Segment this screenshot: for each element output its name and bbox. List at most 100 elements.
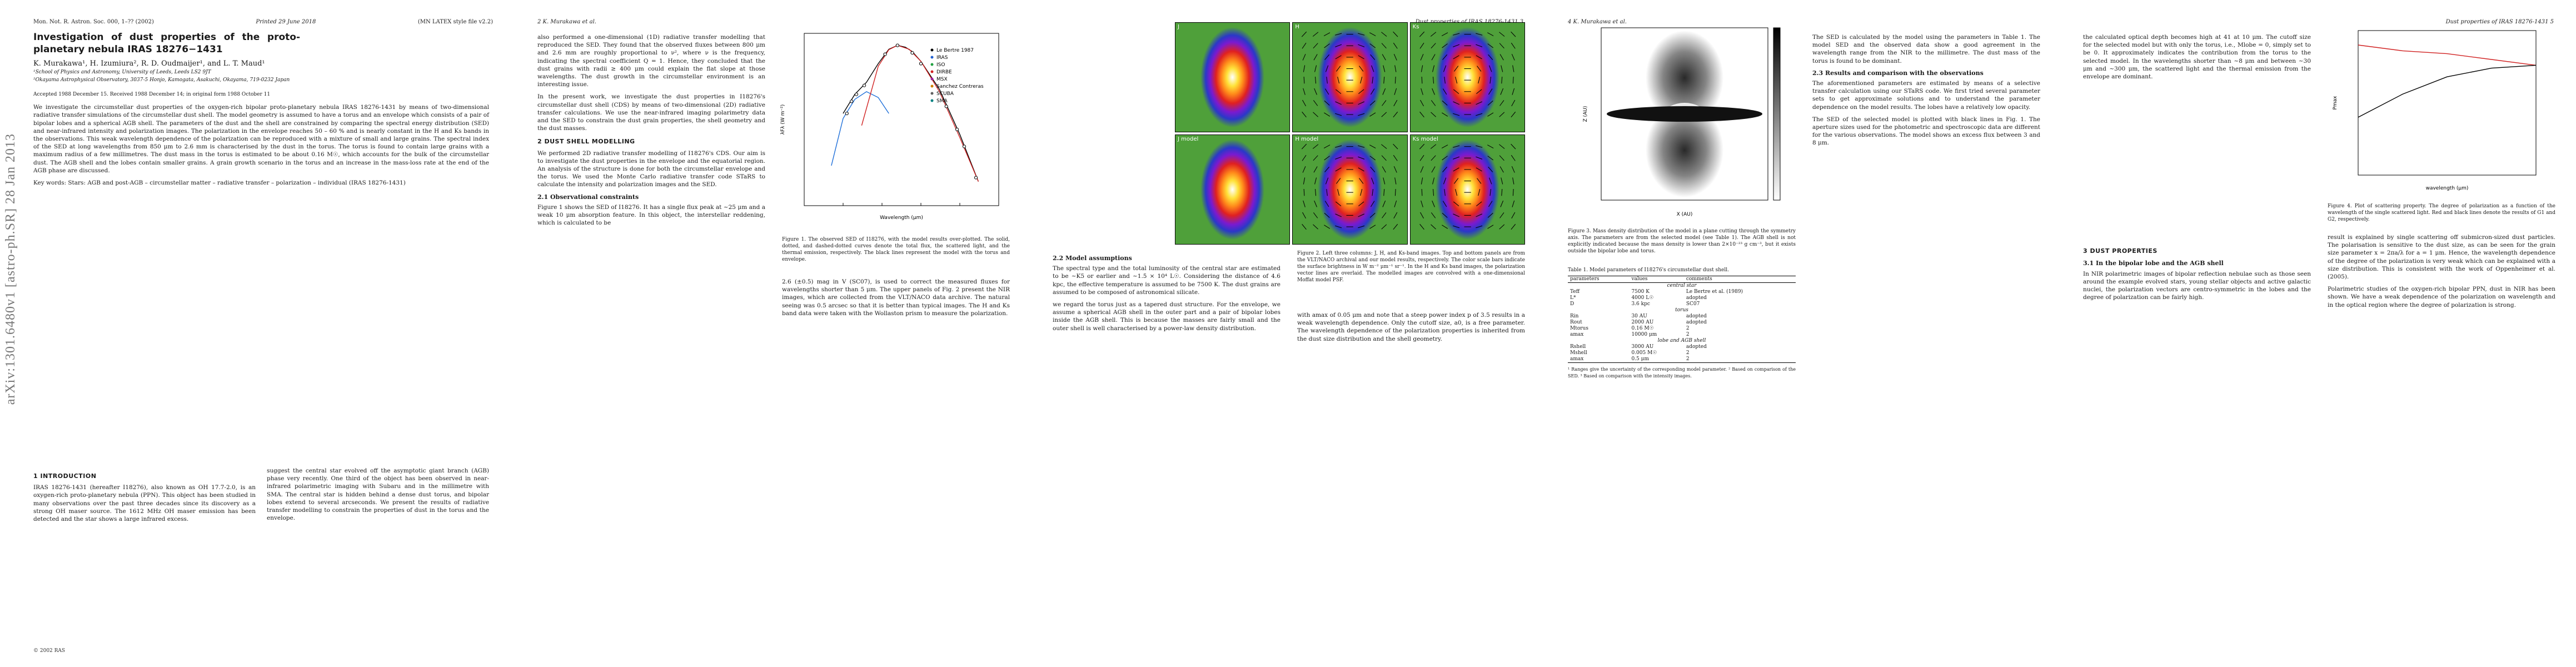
vector-segment (1371, 201, 1375, 207)
vector-segment (1382, 212, 1387, 218)
page-1-header: Mon. Not. R. Astron. Soc. 000, 1–?? (200… (33, 19, 493, 25)
figure-4-caption: Figure 4. Plot of scattering property. T… (2328, 203, 2555, 222)
vector-segment (1512, 88, 1514, 95)
vector-segment (1475, 113, 1482, 116)
vector-segment (1382, 100, 1387, 106)
vector-segment (1453, 66, 1458, 72)
vector-segment (1453, 89, 1459, 94)
vector-segment (1487, 166, 1493, 172)
legend-label: IRAS (936, 55, 948, 61)
vector-segment (1302, 143, 1307, 150)
vector-segment (1499, 166, 1504, 173)
table-cell: adopted (1686, 295, 1707, 301)
vector-segment (1476, 66, 1481, 72)
subsection-heading: 2.3 Results and comparison with the obse… (1812, 69, 1984, 77)
figure-3-density-map: X (AU) Z (AU) (1579, 22, 1796, 222)
table-row: lobe and AGB shell (1568, 338, 1796, 344)
series-line-scattered (831, 91, 889, 166)
observed-point (845, 112, 849, 116)
polarization-vectors (1419, 31, 1516, 118)
vector-segment (1430, 32, 1436, 37)
vector-segment (1431, 200, 1435, 207)
vector-segment (1500, 200, 1503, 207)
table-cell: 4000 L☉ (1631, 295, 1654, 301)
vector-segment (1499, 212, 1504, 218)
page-2-column-left: also performed a one-dimensional (1D) ra… (537, 33, 765, 227)
section-heading-introduction: 1 INTRODUCTION (33, 472, 97, 480)
vector-segment (1302, 31, 1307, 37)
vector-segment (1419, 31, 1424, 37)
vector-segment (1326, 76, 1328, 84)
vector-segment (1313, 112, 1319, 117)
vector-segment (1313, 32, 1319, 37)
vector-segment (1477, 189, 1480, 196)
vector-segment (1441, 156, 1448, 161)
observed-point (944, 104, 948, 108)
running-head: Dust properties of IRAS 18276-1431 3 (1416, 19, 1523, 25)
table-cell: adopted (1686, 344, 1707, 350)
vector-segment (1314, 177, 1317, 185)
table-cell: 0.005 M☉ (1631, 350, 1657, 356)
x-axis-label: X (AU) (1677, 212, 1693, 217)
page-2: 2 K. Murakawa et al. also performed a on… (515, 0, 1030, 667)
table-cell: Teff (1570, 289, 1580, 295)
vector-segment (1477, 77, 1480, 84)
vector-segment (1487, 43, 1493, 48)
vector-segment (1302, 111, 1307, 118)
vector-segment (1442, 54, 1447, 60)
vector-segment (1382, 166, 1387, 173)
vector-segment (1393, 99, 1398, 107)
vector-segment (1476, 213, 1482, 217)
vector-segment (1431, 155, 1436, 161)
vector-segment (1443, 76, 1446, 84)
vector-segment (1325, 201, 1329, 207)
vector-segment (1393, 42, 1398, 49)
page-3-header: Dust properties of IRAS 18276-1431 3 (1053, 19, 1523, 25)
page-1-footer: © 2002 RAS (33, 648, 66, 654)
intensity-map-panel: H (1292, 22, 1408, 132)
vector-segment (1430, 224, 1436, 230)
vector-segment (1452, 225, 1459, 228)
table-row: amax 10000 μm 2 (1568, 332, 1796, 338)
table-row: Mshell 0.005 M☉ 2 (1568, 350, 1796, 356)
figure-1-sed-plot: Le Bertre 1987 IRAS ISO DIRBE MSX Sanchez Con… (776, 22, 1010, 233)
table-cell: Mshell (1570, 350, 1587, 356)
vector-segment (1358, 167, 1365, 172)
intensity-map-panel: J (1175, 22, 1291, 132)
table-cell: D (1570, 301, 1575, 307)
table-cell: 2 (1686, 350, 1690, 356)
running-head: Dust properties of IRAS 18276-1431 5 (2445, 19, 2554, 25)
vector-segment (1302, 223, 1307, 230)
vector-segment (1372, 76, 1374, 84)
vector-segment (1382, 43, 1387, 49)
paragraph: Figure 1 shows the SED of I18276. It has… (537, 203, 765, 227)
figure-2-image-grid: J H Ks J model H model Ks model (1175, 22, 1525, 245)
paragraph: result is explained by single scattering… (2328, 234, 2555, 281)
page-2-header: 2 K. Murakawa et al. (537, 19, 1008, 25)
running-head: 4 K. Murakawa et al. (1568, 19, 1627, 25)
vector-segment (1441, 145, 1448, 148)
vector-segment (1441, 32, 1448, 36)
vector-segment (1442, 88, 1447, 95)
legend-marker (930, 92, 934, 95)
table-row: Mtorus 0.16 M☉ 2 (1568, 326, 1796, 332)
vector-segment (1302, 42, 1307, 49)
vector-segment (1303, 200, 1306, 207)
vector-segment (1452, 145, 1459, 148)
vector-segment (1324, 100, 1330, 106)
vector-segment (1487, 212, 1493, 218)
observed-point (850, 99, 854, 103)
vector-segment (1335, 113, 1342, 116)
paragraph: Polarimetric studies of the oxygen-rich … (2328, 286, 2555, 308)
table-cell: 0.5 μm (1629, 356, 1684, 363)
vector-segment (1419, 99, 1424, 107)
vector-segment (1512, 200, 1514, 207)
vector-segment (1432, 65, 1434, 72)
legend-marker (930, 77, 934, 81)
vector-segment (1314, 200, 1318, 207)
vector-segment (1369, 225, 1376, 229)
vector-segment (1394, 177, 1397, 185)
vector-segment (1358, 44, 1365, 47)
table-header-cell: values (1629, 276, 1684, 283)
paragraph: The aforementioned parameters are estima… (1812, 80, 2040, 111)
